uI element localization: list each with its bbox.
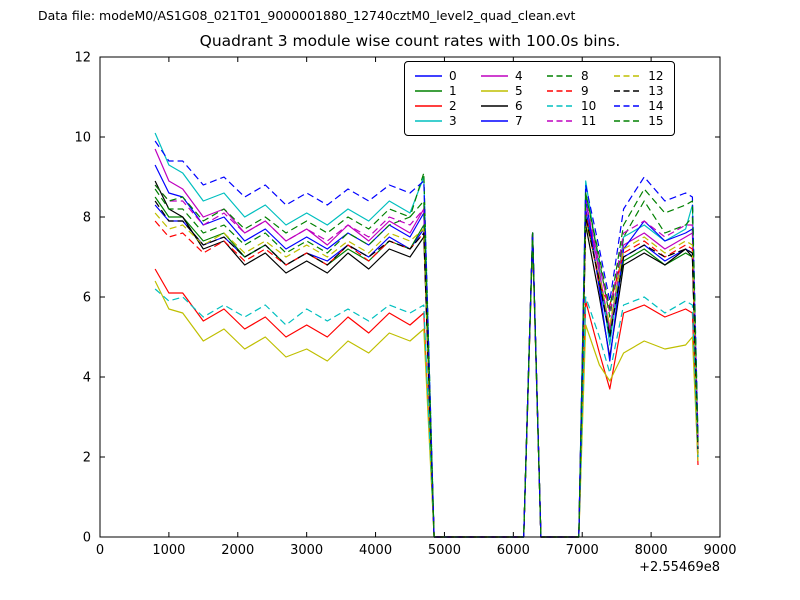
legend-item-1: 1 bbox=[415, 84, 463, 98]
legend-item-label: 8 bbox=[581, 69, 589, 83]
legend-line-sample bbox=[415, 90, 442, 92]
x-tick-label: 8000 bbox=[635, 543, 668, 558]
legend-item-label: 3 bbox=[449, 114, 457, 128]
legend-line-sample bbox=[547, 90, 574, 92]
series-line-13 bbox=[154, 200, 699, 538]
legend-line-sample bbox=[547, 120, 574, 122]
legend-line-sample bbox=[415, 105, 442, 107]
series-line-3 bbox=[154, 132, 699, 538]
y-tick-label: 10 bbox=[74, 131, 91, 146]
legend-item-label: 7 bbox=[515, 114, 523, 128]
legend: 0 1 2 3 4 5 6 7 8 9 10 11 12 13 14 15 bbox=[404, 61, 675, 136]
legend-item-label: 2 bbox=[449, 99, 457, 113]
x-tick-label: 1000 bbox=[152, 543, 185, 558]
legend-line-sample bbox=[415, 75, 442, 77]
legend-item-label: 9 bbox=[581, 84, 589, 98]
legend-item-label: 15 bbox=[648, 114, 664, 128]
legend-item-12: 12 bbox=[614, 69, 664, 83]
y-tick-label: 6 bbox=[83, 291, 91, 306]
legend-line-sample bbox=[481, 105, 508, 107]
legend-line-sample bbox=[415, 120, 442, 122]
legend-line-sample bbox=[614, 90, 642, 92]
legend-item-label: 0 bbox=[449, 69, 457, 83]
legend-line-sample bbox=[547, 105, 574, 107]
legend-item-14: 14 bbox=[614, 99, 664, 113]
legend-item-label: 1 bbox=[449, 84, 457, 98]
y-tick-label: 8 bbox=[83, 211, 91, 226]
legend-line-sample bbox=[481, 120, 508, 122]
legend-item-11: 11 bbox=[547, 114, 596, 128]
legend-item-label: 10 bbox=[581, 99, 597, 113]
legend-item-label: 11 bbox=[581, 114, 597, 128]
data-file-label: Data file: modeM0/AS1G08_021T01_90000018… bbox=[38, 8, 576, 23]
x-tick-label: 4000 bbox=[359, 543, 392, 558]
legend-item-2: 2 bbox=[415, 99, 463, 113]
legend-item-7: 7 bbox=[481, 114, 529, 128]
series-line-14 bbox=[154, 140, 699, 538]
legend-item-label: 5 bbox=[515, 84, 523, 98]
y-tick-label: 0 bbox=[83, 531, 91, 546]
legend-item-label: 4 bbox=[515, 69, 523, 83]
chart-title: Quadrant 3 module wise count rates with … bbox=[199, 32, 621, 50]
series-line-8 bbox=[154, 172, 699, 538]
legend-item-8: 8 bbox=[547, 69, 596, 83]
legend-item-0: 0 bbox=[415, 69, 463, 83]
legend-item-10: 10 bbox=[547, 99, 596, 113]
legend-item-5: 5 bbox=[481, 84, 529, 98]
legend-line-sample bbox=[481, 90, 508, 92]
y-tick-label: 2 bbox=[83, 451, 91, 466]
series-line-10 bbox=[154, 236, 699, 538]
legend-item-3: 3 bbox=[415, 114, 463, 128]
x-tick-label: 6000 bbox=[497, 543, 530, 558]
series-line-5 bbox=[154, 240, 699, 538]
x-tick-label: 0 bbox=[96, 543, 104, 558]
legend-item-label: 14 bbox=[648, 99, 664, 113]
legend-line-sample bbox=[614, 105, 642, 107]
legend-item-label: 12 bbox=[648, 69, 664, 83]
legend-item-label: 6 bbox=[515, 99, 523, 113]
legend-item-4: 4 bbox=[481, 69, 529, 83]
legend-item-6: 6 bbox=[481, 99, 529, 113]
legend-item-13: 13 bbox=[614, 84, 664, 98]
x-offset-label: +2.55469e8 bbox=[639, 560, 720, 575]
legend-item-15: 15 bbox=[614, 114, 664, 128]
y-tick-label: 12 bbox=[74, 51, 91, 66]
legend-item-label: 13 bbox=[648, 84, 664, 98]
legend-line-sample bbox=[614, 120, 642, 122]
series-line-15 bbox=[154, 184, 699, 538]
x-tick-label: 9000 bbox=[703, 543, 736, 558]
legend-line-sample bbox=[481, 75, 508, 77]
x-tick-label: 2000 bbox=[221, 543, 254, 558]
y-tick-label: 4 bbox=[83, 371, 91, 386]
axes-frame bbox=[99, 56, 721, 538]
legend-line-sample bbox=[547, 75, 574, 77]
legend-line-sample bbox=[614, 75, 642, 77]
legend-item-9: 9 bbox=[547, 84, 596, 98]
series-line-12 bbox=[154, 212, 699, 538]
x-tick-label: 7000 bbox=[566, 543, 599, 558]
x-tick-label: 3000 bbox=[290, 543, 323, 558]
x-tick-label: 5000 bbox=[428, 543, 461, 558]
